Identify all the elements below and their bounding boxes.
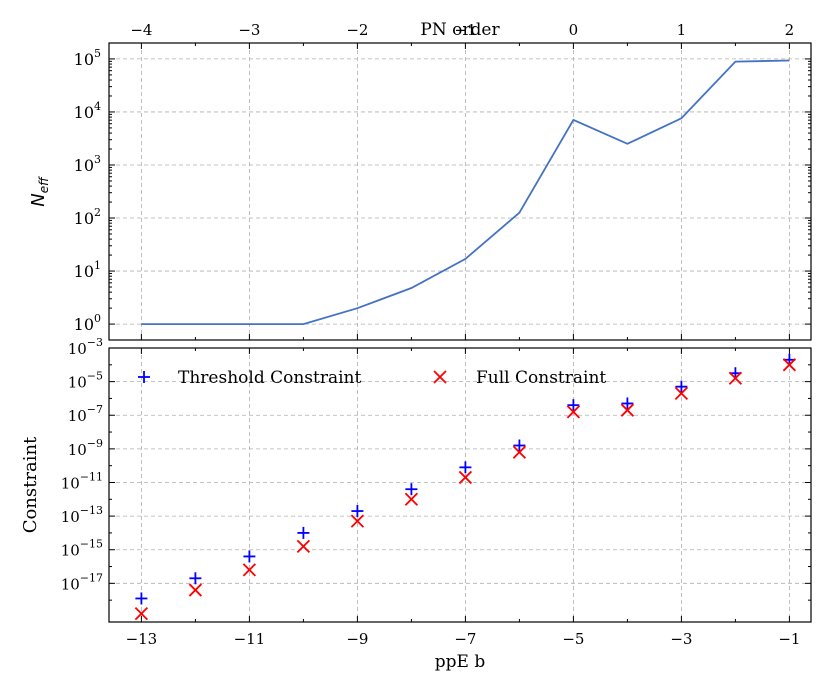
full-point — [620, 403, 635, 417]
constraint-panel: −13 −11 −9 −7 −5 −3 −1 10−17 10−15 10−13 10−11 10−9… — [20, 336, 812, 672]
constraint-ytick-label: 10−15 — [61, 538, 103, 560]
constraint-series-1 — [134, 358, 797, 621]
pn-order-axis-label: PN order — [420, 20, 500, 40]
neff-series — [141, 59, 790, 326]
pn-order-tick-label: 0 — [569, 21, 579, 39]
ppe-b-tick-label: −13 — [126, 630, 158, 648]
full-point — [458, 470, 473, 485]
threshold-point — [135, 592, 148, 605]
full-point — [134, 606, 149, 621]
legend: Threshold Constraint Full Constraint — [138, 368, 606, 388]
neff-axis-label: Neff — [28, 176, 51, 207]
pn-order-tick-label: −2 — [346, 21, 368, 39]
constraint-ytick-label: 10−9 — [68, 437, 103, 459]
threshold-point — [459, 461, 472, 474]
threshold-point — [351, 505, 364, 518]
constraint-ytick-label: 10−17 — [61, 571, 103, 593]
constraint-axis-label: Constraint — [20, 436, 41, 533]
pn-order-tick-label: 2 — [785, 21, 795, 39]
constraint-ticks: −13 −11 −9 −7 −5 −3 −1 10−17 10−15 10−13 10−11 10−9… — [61, 336, 811, 648]
threshold-point — [243, 550, 256, 563]
constraint-grid — [109, 347, 811, 622]
legend-label-0: Threshold Constraint — [178, 368, 361, 388]
neff-ytick-label: 100 — [74, 312, 101, 334]
neff-axis-label-main: N — [28, 193, 49, 206]
ppe-b-tick-label: −1 — [778, 630, 800, 648]
constraint-series — [134, 353, 797, 621]
ppe-b-tick-label: −9 — [346, 630, 368, 648]
threshold-point — [189, 572, 202, 585]
neff-axis-label-sub: eff — [37, 176, 51, 193]
pn-order-tick-label: −1 — [454, 21, 476, 39]
constraint-ytick-label: 10−5 — [68, 370, 103, 392]
pn-order-tick-label: 1 — [677, 21, 687, 39]
constraint-plot-frame — [108, 347, 812, 623]
legend-marker-1 — [433, 370, 447, 384]
ppe-b-tick-label: −3 — [670, 630, 692, 648]
threshold-point — [675, 380, 688, 393]
neff-ytick-label: 102 — [74, 206, 101, 228]
pn-order-tick-label: −3 — [238, 21, 260, 39]
neff-line-0 — [141, 59, 790, 326]
ppe-b-tick-label: −5 — [562, 630, 584, 648]
full-point — [188, 583, 203, 597]
ppe-b-tick-label: −11 — [234, 630, 266, 648]
full-point — [242, 563, 257, 577]
neff-panel: −4 −3 −2 −1 0 1 2 100 101 102 103 104 105 PN order N… — [28, 20, 812, 341]
neff-ytick-label: 103 — [74, 153, 101, 175]
constraint-ytick-label: 10−13 — [61, 504, 103, 526]
threshold-point — [513, 439, 526, 452]
ppe-b-axis-label: ppE b — [435, 652, 486, 672]
threshold-point — [405, 483, 418, 496]
full-point — [674, 386, 689, 401]
constraint-ytick-label: 10−7 — [68, 403, 103, 425]
neff-ytick-label: 105 — [74, 47, 101, 69]
full-point — [512, 445, 527, 459]
neff-ticks: −4 −3 −2 −1 0 1 2 100 101 102 103 104 105 — [74, 21, 811, 340]
constraint-ytick-label: 10−11 — [61, 470, 103, 492]
neff-ytick-label: 101 — [74, 259, 101, 281]
constraint-ytick-label: 10−3 — [68, 336, 103, 358]
full-point — [782, 358, 797, 372]
threshold-point — [621, 397, 634, 410]
legend-label-1: Full Constraint — [476, 368, 606, 388]
pn-order-tick-label: −4 — [130, 21, 152, 39]
full-point — [566, 405, 581, 419]
full-point — [728, 371, 743, 385]
ppe-b-tick-label: −7 — [454, 630, 476, 648]
neff-ytick-label: 104 — [74, 100, 101, 122]
full-point — [350, 514, 365, 528]
full-point — [296, 539, 311, 553]
neff-plot-frame — [108, 42, 812, 341]
legend-marker-0 — [138, 371, 150, 383]
threshold-point — [297, 526, 310, 539]
threshold-point — [567, 399, 580, 412]
full-point — [404, 492, 419, 506]
neff-grid — [109, 43, 811, 340]
